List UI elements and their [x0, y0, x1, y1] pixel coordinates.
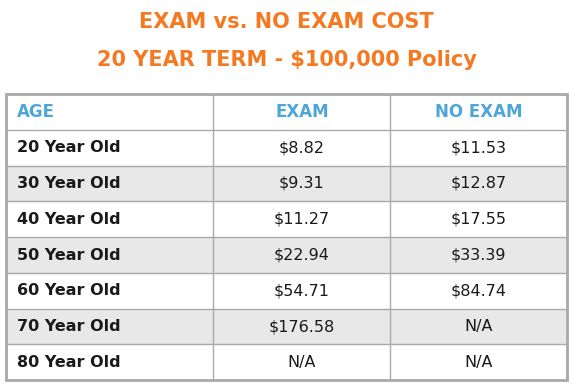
Bar	[6, 130, 567, 166]
Text: $84.74: $84.74	[451, 283, 507, 298]
Text: $33.39: $33.39	[451, 248, 507, 263]
Text: EXAM: EXAM	[275, 103, 329, 121]
Text: $9.31: $9.31	[279, 176, 325, 191]
Text: $11.27: $11.27	[274, 212, 330, 227]
Text: N/A: N/A	[288, 355, 316, 370]
Text: NO EXAM: NO EXAM	[435, 103, 523, 121]
Text: 60 Year Old: 60 Year Old	[17, 283, 121, 298]
Text: $11.53: $11.53	[451, 140, 507, 155]
Text: $54.71: $54.71	[274, 283, 330, 298]
Text: 50 Year Old: 50 Year Old	[17, 248, 121, 263]
Bar	[6, 201, 567, 237]
Text: AGE: AGE	[17, 103, 55, 121]
Text: 20 YEAR TERM - $100,000 Policy: 20 YEAR TERM - $100,000 Policy	[97, 50, 476, 70]
Bar	[6, 309, 567, 344]
Bar	[6, 273, 567, 309]
Bar	[6, 237, 567, 273]
Bar	[6, 94, 567, 380]
Text: 20 Year Old: 20 Year Old	[17, 140, 121, 155]
Text: $12.87: $12.87	[451, 176, 507, 191]
Text: N/A: N/A	[465, 355, 493, 370]
Text: 30 Year Old: 30 Year Old	[17, 176, 121, 191]
Bar	[6, 94, 567, 130]
Text: 70 Year Old: 70 Year Old	[17, 319, 121, 334]
Bar	[6, 166, 567, 201]
Text: 40 Year Old: 40 Year Old	[17, 212, 121, 227]
Text: N/A: N/A	[465, 319, 493, 334]
Text: 80 Year Old: 80 Year Old	[17, 355, 121, 370]
Bar	[6, 344, 567, 380]
Text: $17.55: $17.55	[451, 212, 507, 227]
Text: $176.58: $176.58	[269, 319, 335, 334]
Text: $8.82: $8.82	[279, 140, 325, 155]
Text: $22.94: $22.94	[274, 248, 330, 263]
Text: EXAM vs. NO EXAM COST: EXAM vs. NO EXAM COST	[139, 12, 434, 31]
